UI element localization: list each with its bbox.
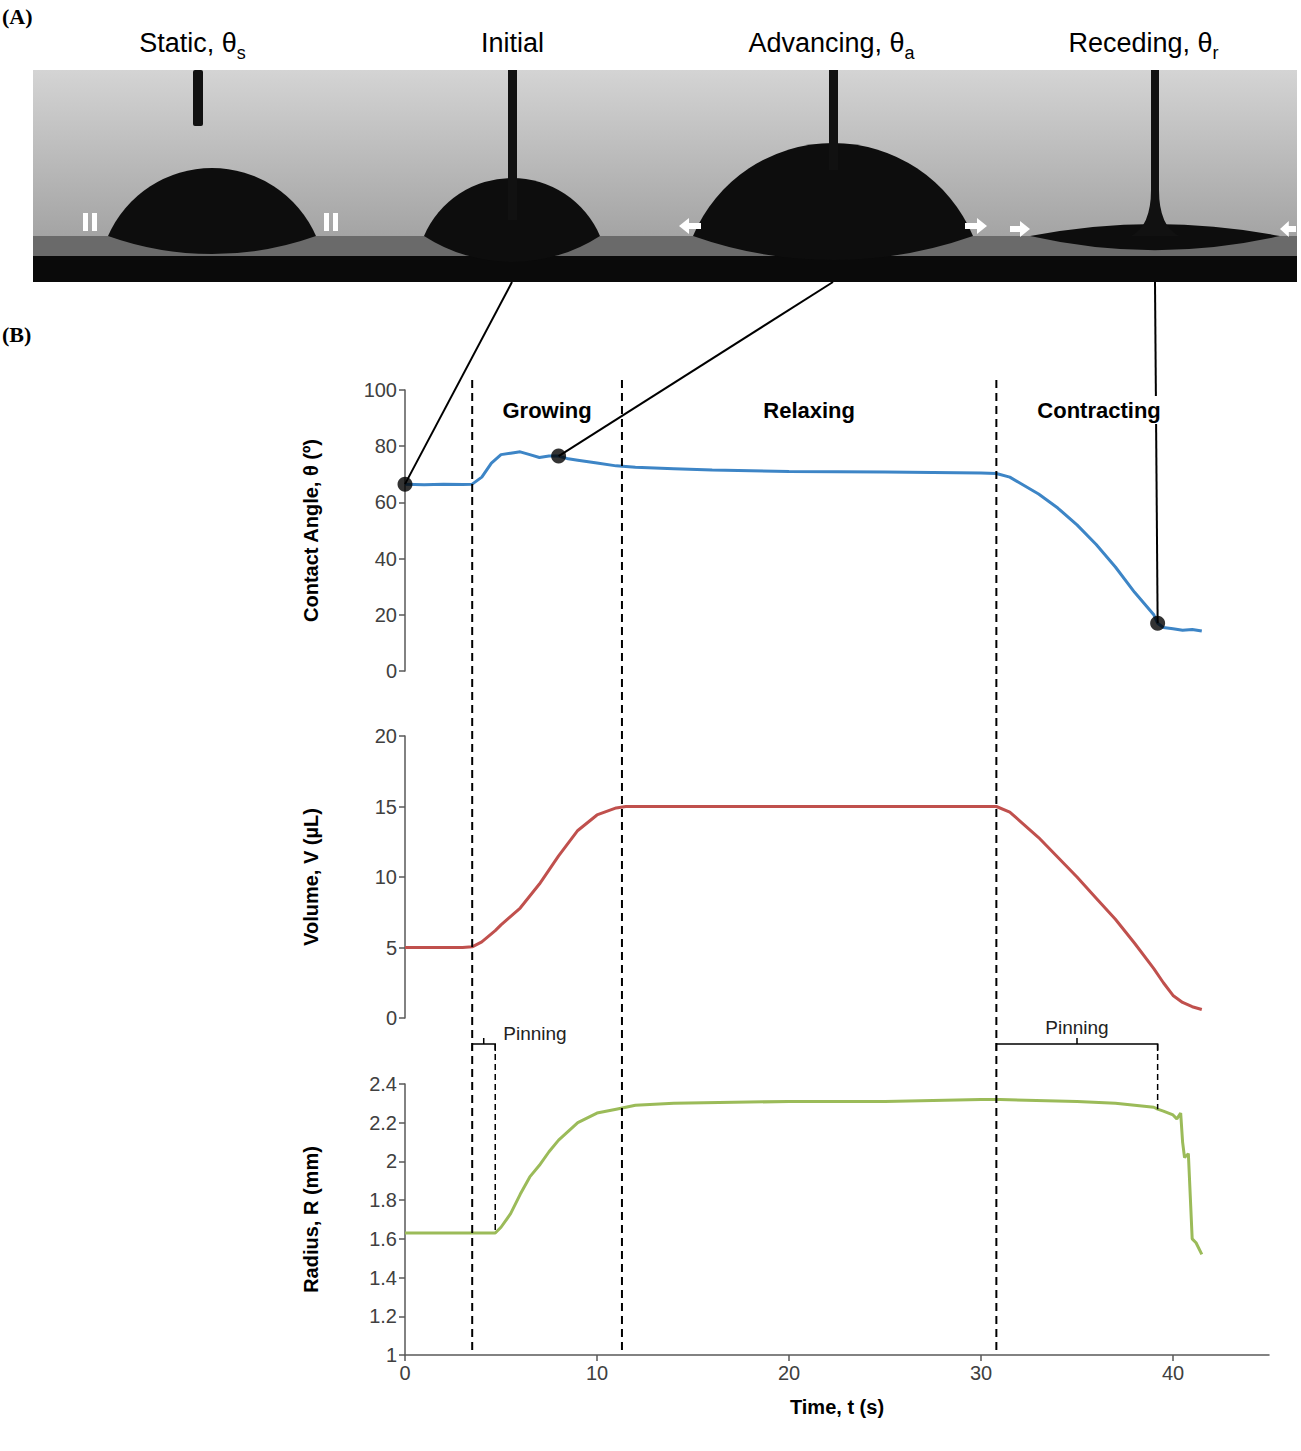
- svg-text:Receding, θr: Receding, θr: [1068, 28, 1218, 63]
- svg-text:2.2: 2.2: [369, 1112, 397, 1134]
- svg-text:40: 40: [375, 548, 397, 570]
- svg-text:5: 5: [386, 937, 397, 959]
- svg-text:10: 10: [586, 1362, 608, 1384]
- svg-text:0: 0: [386, 1007, 397, 1029]
- svg-text:2: 2: [386, 1150, 397, 1172]
- svg-text:30: 30: [970, 1362, 992, 1384]
- svg-text:0: 0: [386, 660, 397, 682]
- svg-text:Growing: Growing: [502, 398, 591, 423]
- svg-text:(A): (A): [2, 4, 33, 29]
- svg-text:1: 1: [386, 1344, 397, 1366]
- svg-text:1.4: 1.4: [369, 1267, 397, 1289]
- svg-text:20: 20: [375, 725, 397, 747]
- svg-text:0: 0: [399, 1362, 410, 1384]
- svg-text:20: 20: [375, 604, 397, 626]
- svg-text:1.8: 1.8: [369, 1189, 397, 1211]
- svg-text:Time, t (s): Time, t (s): [790, 1396, 884, 1418]
- svg-text:Initial: Initial: [481, 28, 544, 58]
- svg-text:2.4: 2.4: [369, 1073, 397, 1095]
- svg-text:15: 15: [375, 796, 397, 818]
- svg-text:Static, θs: Static, θs: [139, 28, 246, 63]
- svg-text:1.6: 1.6: [369, 1228, 397, 1250]
- svg-text:40: 40: [1162, 1362, 1184, 1384]
- svg-text:Contact Angle, θ (º): Contact Angle, θ (º): [300, 439, 322, 622]
- svg-text:20: 20: [778, 1362, 800, 1384]
- svg-text:Radius, R (mm): Radius, R (mm): [300, 1146, 322, 1293]
- svg-text:Pinning: Pinning: [503, 1023, 566, 1044]
- svg-text:(B): (B): [2, 322, 31, 347]
- svg-text:100: 100: [364, 379, 397, 401]
- svg-text:Pinning: Pinning: [1045, 1017, 1108, 1038]
- svg-text:60: 60: [375, 491, 397, 513]
- svg-text:1.2: 1.2: [369, 1305, 397, 1327]
- svg-text:Relaxing: Relaxing: [763, 398, 855, 423]
- svg-text:Advancing, θa: Advancing, θa: [748, 28, 915, 63]
- svg-text:10: 10: [375, 866, 397, 888]
- svg-text:Contracting: Contracting: [1037, 398, 1160, 423]
- svg-text:80: 80: [375, 435, 397, 457]
- svg-text:Volume, V (µL): Volume, V (µL): [300, 808, 322, 946]
